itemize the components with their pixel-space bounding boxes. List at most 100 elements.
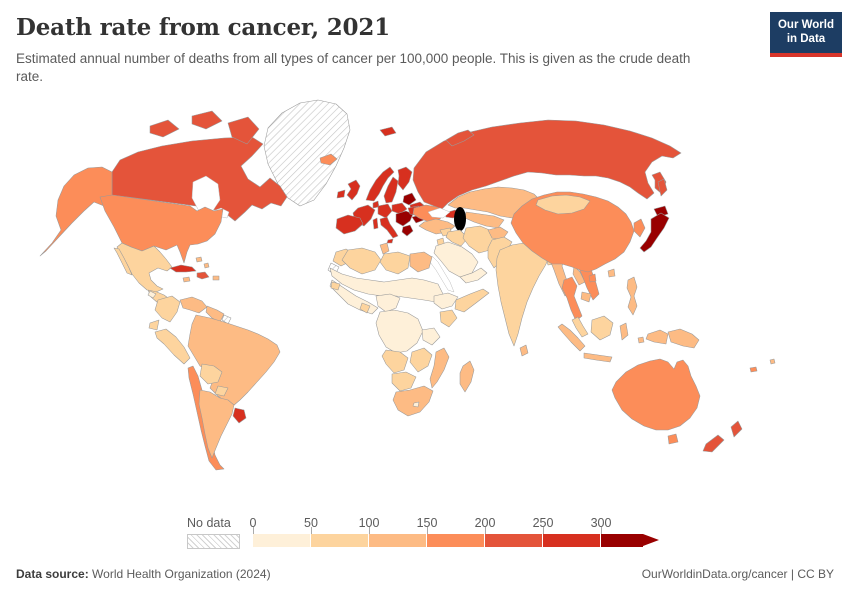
region-tunisia[interactable]	[379, 242, 390, 255]
region-korea[interactable]	[633, 218, 646, 238]
region-senegal[interactable]	[330, 281, 341, 291]
region-germany[interactable]	[377, 203, 393, 219]
region-new-zealand-north[interactable]	[730, 420, 743, 438]
region-argentina[interactable]	[198, 389, 235, 459]
legend-bin-150-200[interactable]	[427, 534, 485, 547]
region-bolivia[interactable]	[199, 363, 223, 385]
region-south-africa[interactable]	[392, 385, 434, 417]
region-hungary-croatia[interactable]	[395, 210, 414, 227]
region-corsica-sardinia[interactable]	[372, 217, 379, 230]
region-malaysia[interactable]	[571, 316, 589, 338]
region-ghana[interactable]	[359, 302, 371, 314]
region-ecuador[interactable]	[148, 319, 160, 331]
region-congo[interactable]	[375, 309, 424, 354]
region-baja-california[interactable]	[113, 247, 133, 276]
region-venezuela[interactable]	[179, 296, 208, 314]
region-thailand[interactable]	[561, 276, 583, 322]
region-arctic-island-3[interactable]	[227, 116, 260, 145]
region-cambodia[interactable]	[580, 291, 592, 303]
region-sumatra[interactable]	[557, 323, 586, 352]
region-afghanistan[interactable]	[487, 226, 509, 241]
region-baltics[interactable]	[402, 192, 417, 206]
region-sri-lanka[interactable]	[519, 344, 529, 357]
region-nigeria[interactable]	[375, 293, 401, 313]
region-taiwan[interactable]	[607, 268, 616, 278]
region-hainan[interactable]	[588, 273, 597, 283]
region-iceland[interactable]	[319, 153, 338, 166]
region-novaya-zemlya[interactable]	[445, 129, 475, 147]
region-iraq[interactable]	[445, 229, 469, 247]
region-greenland[interactable]	[263, 99, 351, 207]
region-russia[interactable]	[412, 119, 682, 210]
owid-logo[interactable]: Our World in Data	[770, 12, 842, 57]
region-peru[interactable]	[154, 328, 191, 365]
region-maluku[interactable]	[637, 336, 645, 344]
region-bahamas-2[interactable]	[203, 262, 210, 269]
region-tasmania[interactable]	[667, 433, 679, 445]
region-japan[interactable]	[639, 212, 670, 253]
region-lesotho[interactable]	[412, 401, 420, 408]
region-madagascar[interactable]	[459, 360, 475, 393]
region-guatemala[interactable]	[147, 290, 157, 299]
region-sulawesi[interactable]	[619, 322, 629, 341]
region-kenya[interactable]	[439, 309, 458, 328]
region-new-zealand-south[interactable]	[702, 434, 725, 453]
region-somalia[interactable]	[454, 288, 490, 313]
region-mongolia[interactable]	[535, 194, 591, 215]
legend-arrow[interactable]	[643, 534, 659, 546]
legend-bin-0-50[interactable]	[253, 534, 311, 547]
region-angola[interactable]	[381, 349, 409, 374]
region-sweden[interactable]	[383, 176, 399, 204]
region-laos[interactable]	[572, 265, 586, 286]
region-ethiopia[interactable]	[433, 292, 459, 310]
region-west-papua[interactable]	[645, 329, 669, 345]
region-greece[interactable]	[401, 224, 414, 237]
legend-bin-100-150[interactable]	[369, 534, 427, 547]
region-china[interactable]	[510, 191, 635, 273]
region-new-caledonia[interactable]	[749, 366, 758, 373]
region-bahamas-1[interactable]	[195, 256, 203, 263]
region-fiji[interactable]	[769, 358, 776, 365]
region-australia[interactable]	[611, 358, 701, 431]
legend-bin-50-100[interactable]	[311, 534, 369, 547]
region-java[interactable]	[583, 352, 613, 363]
no-data-swatch[interactable]	[187, 534, 240, 549]
region-namibia-botswana[interactable]	[391, 371, 417, 392]
region-zambia-zimbabwe[interactable]	[409, 347, 433, 373]
region-finland[interactable]	[397, 166, 413, 191]
region-philippines[interactable]	[626, 276, 638, 316]
region-italy[interactable]	[379, 216, 399, 239]
legend-bin-200-250[interactable]	[485, 534, 543, 547]
region-norway[interactable]	[365, 166, 395, 202]
region-paraguay[interactable]	[214, 385, 229, 397]
region-sakhalin[interactable]	[657, 178, 668, 197]
region-cuba[interactable]	[169, 264, 197, 273]
region-png[interactable]	[667, 328, 700, 349]
region-ireland[interactable]	[336, 189, 346, 199]
region-uk[interactable]	[346, 179, 361, 201]
region-hispaniola[interactable]	[196, 271, 210, 280]
license-link[interactable]: OurWorldinData.org/cancer | CC BY	[641, 567, 834, 581]
region-yemen-oman[interactable]	[459, 267, 488, 284]
region-brazil[interactable]	[187, 314, 281, 407]
region-arctic-island-2[interactable]	[191, 110, 223, 130]
region-spain[interactable]	[335, 214, 364, 235]
region-libya[interactable]	[379, 251, 411, 275]
region-arctic-island-1[interactable]	[149, 119, 180, 138]
region-tanzania[interactable]	[421, 327, 441, 346]
region-india[interactable]	[495, 242, 550, 347]
region-uruguay[interactable]	[232, 407, 247, 424]
region-borneo[interactable]	[590, 315, 614, 341]
region-puerto-rico[interactable]	[212, 275, 220, 281]
region-egypt[interactable]	[409, 251, 433, 273]
region-sicily[interactable]	[386, 238, 394, 244]
legend-bin-300plus[interactable]	[601, 534, 643, 547]
legend-bin-250-300[interactable]	[543, 534, 601, 547]
region-algeria[interactable]	[341, 247, 382, 275]
region-svalbard[interactable]	[379, 126, 397, 137]
region-hokkaido[interactable]	[653, 205, 669, 218]
region-jamaica[interactable]	[182, 276, 191, 283]
region-alaska[interactable]	[39, 166, 113, 257]
region-colombia[interactable]	[154, 295, 181, 323]
region-mozambique[interactable]	[429, 347, 450, 389]
